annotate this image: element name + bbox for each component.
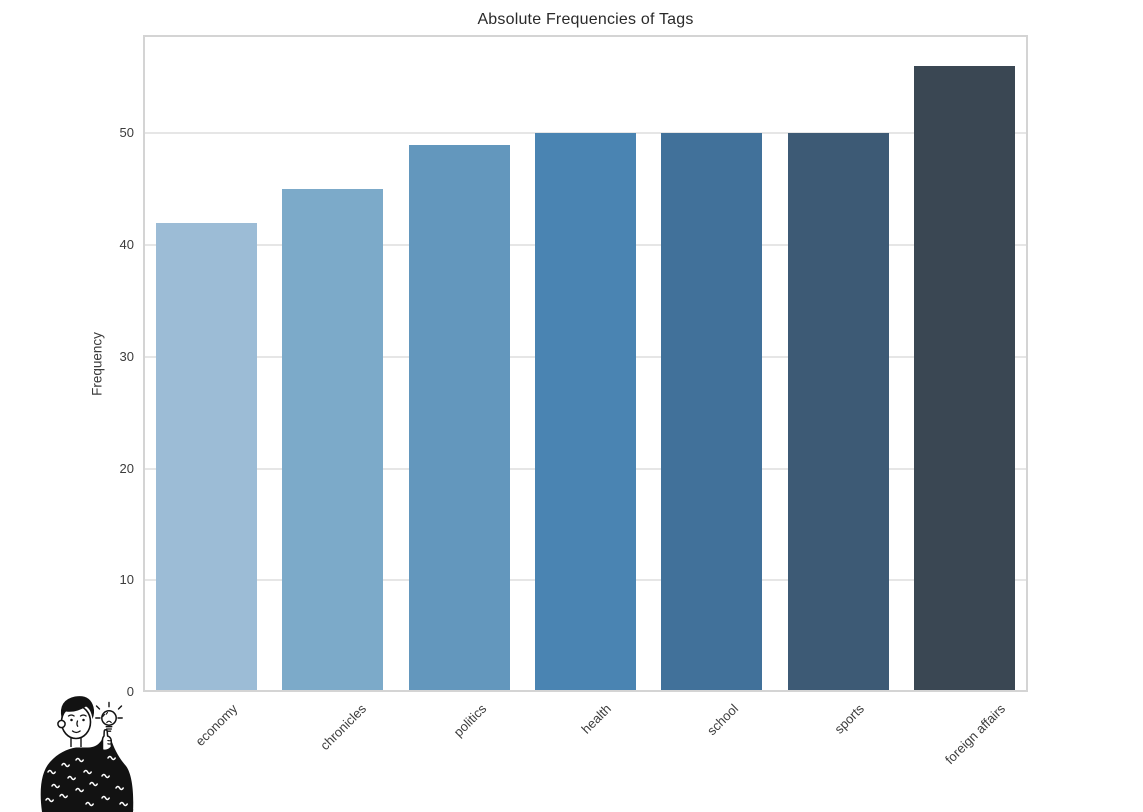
bar-economy <box>155 222 257 692</box>
bar-school <box>661 133 763 692</box>
bar-foreign-affairs <box>914 66 1016 692</box>
y-tick-label: 10 <box>119 572 134 588</box>
bar-politics <box>408 144 510 692</box>
x-tick-label: chronicles <box>316 701 369 753</box>
y-tick-label: 20 <box>119 460 134 476</box>
x-tick-label: economy <box>192 701 241 749</box>
y-tick-label: 40 <box>119 237 134 253</box>
gridline <box>143 132 1028 135</box>
face-features <box>67 714 87 734</box>
bar-sports <box>787 133 889 692</box>
x-tick-label: foreign affairs <box>942 701 1009 768</box>
x-tick-label: politics <box>450 701 489 740</box>
x-tick-label: school <box>703 701 741 739</box>
pointing-hand <box>101 729 113 752</box>
x-tick-label: health <box>578 701 615 737</box>
y-tick-label: 0 <box>126 684 134 699</box>
neck <box>71 738 81 747</box>
y-tick-label: 30 <box>119 348 134 364</box>
sweater <box>40 736 134 812</box>
hair <box>60 696 95 719</box>
x-tick-label: sports <box>831 701 868 737</box>
plot-area <box>143 35 1028 692</box>
ear <box>57 719 66 729</box>
lightbulb-icon <box>95 701 123 732</box>
y-tick-label: 50 <box>119 125 134 141</box>
bar-health <box>535 133 636 692</box>
sweater-squiggles <box>45 755 128 807</box>
bar-chronicles <box>282 189 384 692</box>
person-idea-illustration <box>40 696 134 812</box>
chart-title: Absolute Frequencies of Tags <box>477 11 694 28</box>
